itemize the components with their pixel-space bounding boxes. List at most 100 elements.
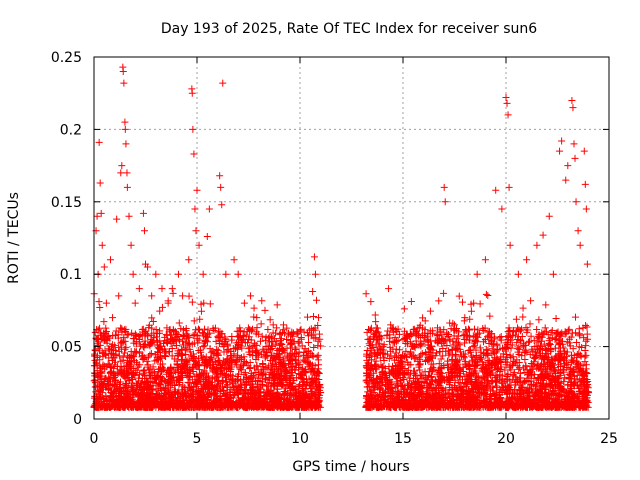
data-point [273, 324, 281, 332]
data-point [147, 372, 154, 380]
data-point [99, 384, 107, 392]
data-point [552, 315, 560, 323]
data-point [95, 298, 103, 306]
data-point [163, 324, 171, 332]
data-point [196, 346, 204, 354]
data-point [407, 298, 415, 306]
data-point [197, 388, 205, 396]
data-point [572, 313, 580, 321]
data-point [218, 330, 226, 338]
data-point [309, 287, 317, 295]
data-point [263, 382, 271, 390]
data-point [128, 357, 136, 365]
data-point [245, 348, 253, 356]
data-point [176, 374, 184, 382]
data-point [276, 331, 284, 339]
data-point [295, 338, 303, 346]
data-point [262, 352, 270, 360]
data-point [250, 304, 258, 312]
data-point [257, 320, 265, 328]
data-point [141, 337, 149, 345]
data-point [391, 337, 399, 345]
data-point [246, 364, 254, 372]
data-point [258, 371, 266, 379]
data-point [303, 348, 311, 356]
data-point [131, 330, 139, 338]
data-point [519, 304, 527, 312]
data-point [210, 327, 218, 335]
data-point [246, 343, 254, 351]
data-point [298, 364, 306, 372]
data-point [150, 329, 158, 337]
data-point [156, 307, 164, 315]
data-point [583, 323, 591, 331]
data-point [258, 297, 266, 305]
data-point [141, 328, 149, 336]
data-point [114, 334, 122, 342]
data-point [185, 292, 193, 300]
data-point [303, 313, 311, 321]
data-point [278, 361, 286, 369]
data-point [440, 289, 448, 297]
data-point [541, 324, 549, 332]
data-point [112, 327, 120, 335]
data-point [367, 298, 375, 306]
data-point [542, 301, 550, 309]
data-point [266, 346, 274, 354]
data-point [145, 321, 153, 329]
data-point [188, 298, 196, 306]
data-point [170, 376, 178, 384]
data-point [197, 307, 205, 315]
data-point [223, 382, 231, 390]
data-point [175, 319, 183, 327]
data-point [169, 289, 177, 297]
data-point [197, 300, 205, 308]
data-point [581, 353, 589, 361]
data-point [142, 327, 150, 335]
data-point [482, 290, 490, 298]
data-point [153, 353, 161, 361]
data-point [527, 332, 535, 340]
data-point [285, 382, 293, 390]
data-point [264, 325, 272, 333]
data-point [175, 373, 183, 381]
data-point [118, 371, 126, 379]
data-point [286, 351, 294, 359]
data-point [476, 300, 484, 308]
data-point [521, 355, 529, 363]
data-point [157, 360, 165, 368]
data-point [581, 347, 589, 355]
data-point [512, 315, 520, 323]
data-points [90, 63, 592, 411]
data-point [251, 339, 259, 347]
data-point [310, 343, 318, 351]
data-point [250, 313, 258, 321]
data-point [301, 357, 309, 365]
data-point [158, 303, 166, 311]
data-point [437, 355, 445, 363]
data-point [296, 327, 304, 335]
data-point [192, 326, 200, 334]
data-point [273, 301, 281, 309]
data-point [515, 365, 523, 373]
data-point [194, 388, 202, 396]
data-point [372, 318, 380, 326]
chart-title: Day 193 of 2025, Rate Of TEC Index for r… [161, 21, 537, 37]
data-point [196, 315, 204, 323]
data-point [120, 369, 128, 377]
data-point [470, 325, 478, 333]
data-point [266, 316, 274, 324]
data-point [313, 353, 321, 361]
data-point [371, 311, 379, 319]
data-point [124, 330, 132, 338]
data-point [206, 300, 214, 308]
data-point [129, 352, 137, 360]
data-point [316, 335, 324, 343]
data-point [426, 307, 434, 315]
data-point [99, 352, 107, 360]
data-point [118, 338, 126, 346]
data-point [130, 353, 138, 361]
data-point [106, 382, 114, 390]
data-point [91, 379, 99, 387]
